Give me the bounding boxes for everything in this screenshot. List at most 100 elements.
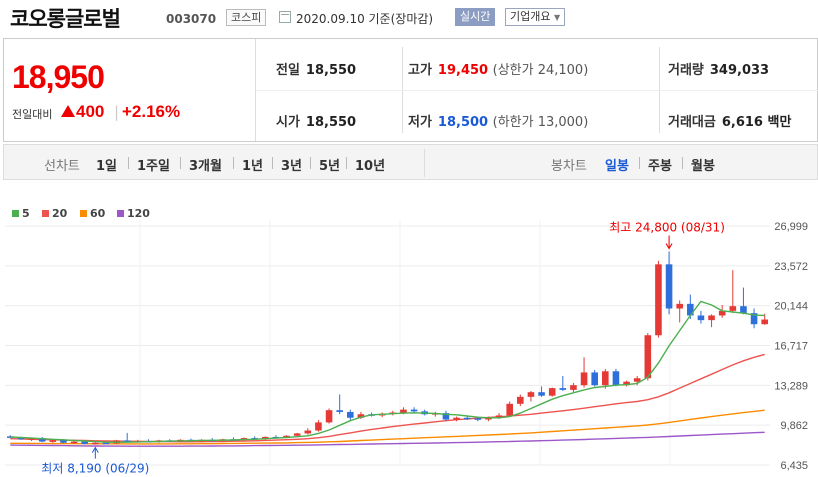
company-overview-dropdown[interactable]: 기업개요 ▼ <box>505 8 566 26</box>
price-change: 400 <box>76 102 105 121</box>
candle-body <box>612 371 620 386</box>
candle-body <box>740 306 747 314</box>
candle-body <box>357 414 365 418</box>
change-percent: +2.16% <box>122 102 181 121</box>
tab-separator <box>682 157 683 169</box>
prev-diff-label: 전일대비 <box>12 108 53 121</box>
legend-swatch <box>12 210 19 217</box>
tab-monthly[interactable]: 월봉 <box>691 159 715 174</box>
y-tick-label: 13,289 <box>774 380 808 392</box>
candle-body <box>102 442 110 445</box>
candle-body <box>495 415 503 418</box>
candle-body <box>453 417 460 420</box>
tab-10y[interactable]: 10년 <box>355 159 386 174</box>
candle-body <box>729 306 737 311</box>
y-tick-label: 23,572 <box>774 261 808 273</box>
candle-body <box>347 411 354 418</box>
candlestick-chart: 26,999 23,572 20,144 16,717 13,289 9,862 6,435… <box>5 220 808 476</box>
legend-ma20: 20 <box>42 207 67 220</box>
calendar-icon <box>279 11 291 23</box>
legend-label: 60 <box>90 207 106 220</box>
candle-body <box>750 313 758 325</box>
current-price-box: 18,950 전일대비 400 | +2.16% <box>4 39 256 141</box>
candle-body <box>655 264 662 336</box>
max-arrow-head <box>665 243 673 250</box>
high-label: 고가 <box>408 63 432 78</box>
y-tick-label: 9,862 <box>780 420 808 432</box>
legend-label: 5 <box>22 207 30 220</box>
candle-body <box>92 442 99 445</box>
candle-body <box>315 422 322 431</box>
high-cell: 고가 19,450 (상한가 24,100) <box>408 59 588 78</box>
tab-separator <box>180 157 181 169</box>
candle-body <box>633 378 641 382</box>
candle-body <box>527 392 535 397</box>
candle-body <box>538 392 545 396</box>
lower-limit: (하한가 13,000) <box>492 115 589 130</box>
candle-body <box>442 413 450 420</box>
amount-value: 6,616 백만 <box>721 115 792 130</box>
prev-close-cell: 전일 18,550 <box>276 59 356 78</box>
tab-separator <box>272 157 273 169</box>
candle-body <box>761 319 768 325</box>
candle-body <box>570 385 577 390</box>
tab-1y[interactable]: 1년 <box>242 159 264 174</box>
candle-body <box>474 418 482 420</box>
max-price-label: 최고 24,800 (08/31) <box>609 221 725 235</box>
candle-body <box>559 388 567 390</box>
ma5-line <box>10 300 765 443</box>
legend-label: 20 <box>52 207 68 220</box>
tab-separator <box>128 157 129 169</box>
quote-date: 2020.09.10 기준(장마감) <box>296 12 434 26</box>
candle-body <box>262 436 269 439</box>
tab-daily[interactable]: 일봉 <box>605 159 629 174</box>
high-value: 19,450 <box>437 63 489 78</box>
quote-panel: 18,950 전일대비 400 | +2.16% 전일 18,550 시가 18,5… <box>3 38 818 142</box>
legend-ma5: 5 <box>12 207 30 220</box>
legend-swatch <box>80 210 87 217</box>
amount-label: 거래대금 <box>668 115 716 130</box>
candle-body <box>665 264 673 309</box>
tab-1w[interactable]: 1주일 <box>137 159 170 174</box>
candle-body <box>506 403 513 416</box>
tab-separator <box>233 157 234 169</box>
open-value: 18,550 <box>305 115 357 130</box>
amount-cell: 거래대금 6,616 백만 <box>668 111 791 130</box>
candle-body <box>123 440 131 442</box>
open-label: 시가 <box>276 115 300 130</box>
candle-body <box>17 437 25 440</box>
tab-3y[interactable]: 3년 <box>281 159 303 174</box>
tab-3m[interactable]: 3개월 <box>189 159 222 174</box>
y-tick-label: 20,144 <box>774 301 808 313</box>
candle-body <box>687 303 694 316</box>
volume-cell: 거래량 349,033 <box>668 59 769 78</box>
ma120-line <box>10 431 765 447</box>
tab-1d[interactable]: 1일 <box>96 159 118 174</box>
candle-body <box>697 315 705 321</box>
candle-body <box>49 440 57 442</box>
overview-label: 기업개요 <box>510 10 551 23</box>
candle-body <box>644 335 652 379</box>
up-triangle-icon <box>61 105 75 117</box>
stock-name: 코오롱글로벌 <box>10 7 121 31</box>
low-cell: 저가 18,500 (하한가 13,000) <box>408 111 588 130</box>
divider <box>256 90 818 91</box>
current-price: 18,950 <box>12 59 105 95</box>
tab-weekly[interactable]: 주봉 <box>648 159 672 174</box>
tab-5y[interactable]: 5년 <box>319 159 341 174</box>
candle-body <box>676 303 683 309</box>
line-chart-label: 선차트 <box>44 159 80 174</box>
y-tick-label: 6,435 <box>780 460 808 472</box>
candle-body <box>304 430 312 434</box>
candle-body <box>28 438 35 440</box>
divider <box>424 149 425 177</box>
tab-separator <box>346 157 347 169</box>
candle-body <box>293 433 301 436</box>
realtime-button[interactable]: 실시간 <box>455 8 496 26</box>
min-arrow-head <box>91 446 99 453</box>
candle-body <box>591 372 598 386</box>
candle-body <box>548 388 556 396</box>
low-value: 18,500 <box>437 115 489 130</box>
open-cell: 시가 18,550 <box>276 111 356 130</box>
candle-body <box>60 440 67 443</box>
